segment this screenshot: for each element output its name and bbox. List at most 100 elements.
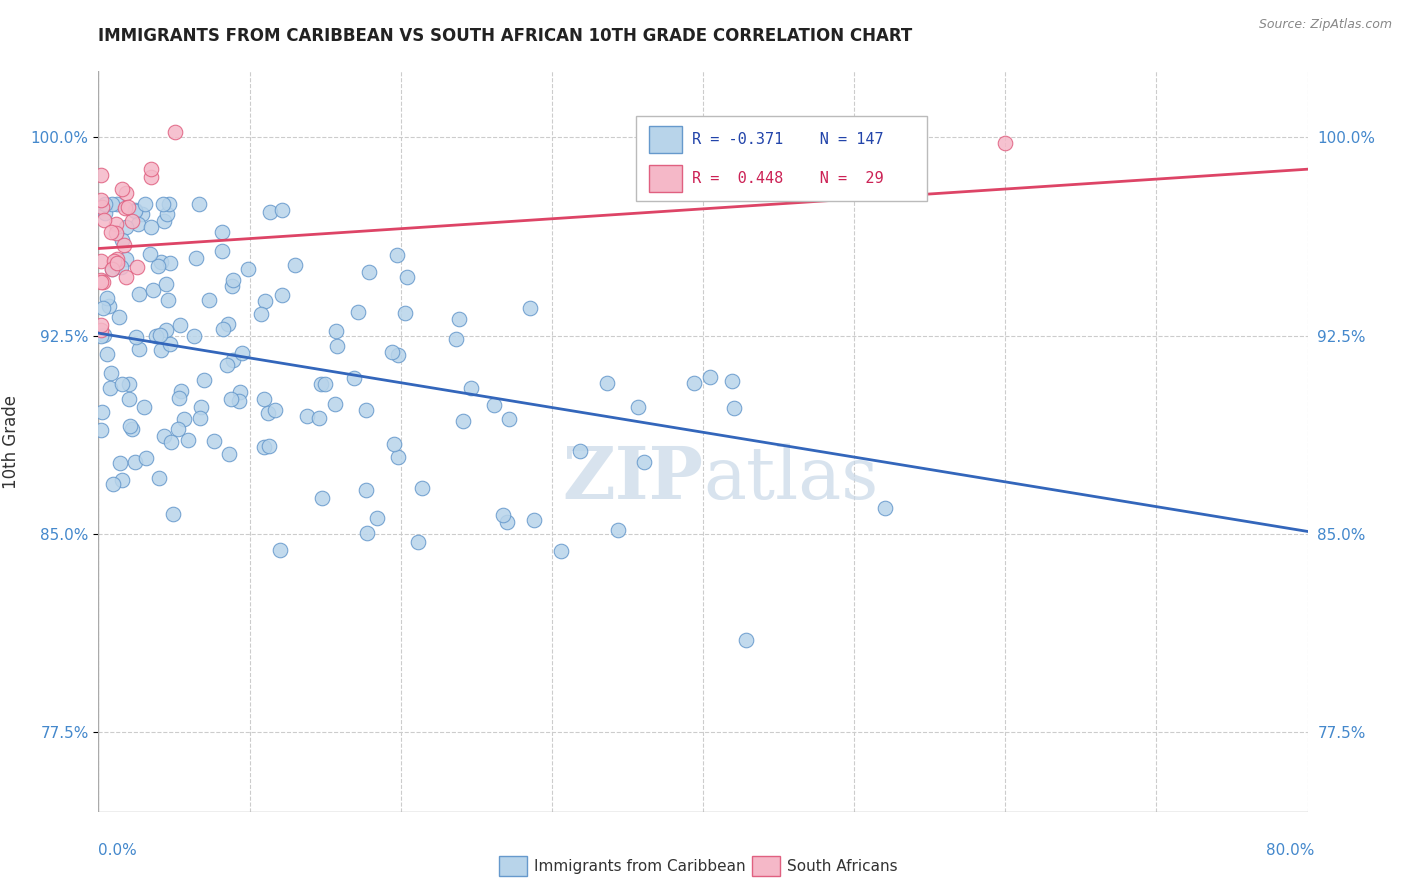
Point [110, 233, 132, 247]
Point [115, 219, 138, 234]
Point [257, 406, 280, 420]
Point [222, 353, 245, 368]
Point [115, 269, 138, 284]
Point [139, 169, 162, 184]
Point [128, 342, 150, 356]
Point [142, 283, 165, 297]
Point [124, 204, 146, 219]
Point [134, 196, 156, 211]
Point [110, 260, 132, 274]
Point [271, 202, 294, 217]
Point [451, 414, 474, 428]
Point [568, 444, 591, 458]
Text: ZIP: ZIP [562, 443, 703, 514]
Point [124, 455, 146, 469]
Point [120, 418, 142, 433]
Point [460, 381, 482, 395]
Point [90, 273, 112, 287]
Point [271, 288, 294, 302]
Point [323, 397, 346, 411]
Point [173, 412, 195, 426]
Point [156, 293, 179, 307]
Point [259, 205, 281, 219]
Point [111, 182, 134, 196]
Point [110, 377, 132, 392]
Point [492, 508, 515, 523]
Point [100, 367, 122, 381]
Point [734, 632, 756, 647]
Point [111, 473, 134, 487]
Point [212, 322, 235, 336]
Point [152, 196, 174, 211]
Point [496, 515, 519, 529]
Point [211, 244, 233, 258]
Point [101, 261, 124, 276]
Point [155, 323, 177, 337]
Point [366, 511, 388, 525]
Text: Source: ZipAtlas.com: Source: ZipAtlas.com [1258, 18, 1392, 31]
Point [135, 450, 157, 465]
Point [90, 423, 112, 437]
Point [157, 196, 180, 211]
Point [170, 384, 193, 398]
Text: 0.0%: 0.0% [98, 843, 138, 858]
Point [326, 338, 349, 352]
Point [873, 501, 896, 516]
Point [325, 324, 347, 338]
Point [186, 252, 208, 266]
Point [308, 410, 330, 425]
Point [682, 376, 704, 390]
Point [231, 345, 253, 359]
Bar [648, 165, 682, 192]
Point [93, 328, 115, 343]
Point [125, 330, 148, 344]
Point [90, 253, 112, 268]
Point [721, 375, 744, 389]
Point [188, 410, 211, 425]
Point [627, 400, 650, 414]
Point [104, 217, 127, 231]
Point [153, 429, 176, 443]
Point [217, 359, 239, 373]
Point [387, 450, 409, 464]
Point [633, 455, 655, 469]
Point [229, 385, 252, 400]
Point [408, 534, 430, 549]
Point [132, 401, 155, 415]
Point [314, 376, 336, 391]
Point [387, 348, 409, 362]
Point [169, 318, 191, 332]
Point [484, 398, 506, 412]
Point [94, 196, 117, 211]
Bar [637, 116, 927, 201]
Point [176, 434, 198, 448]
Point [91, 275, 114, 289]
Point [309, 376, 332, 391]
Point [162, 507, 184, 521]
Point [127, 217, 149, 231]
Point [96, 291, 118, 305]
Point [115, 186, 138, 201]
Point [91, 301, 114, 316]
Point [153, 213, 176, 227]
Point [90, 322, 112, 336]
Point [90, 318, 112, 333]
Point [167, 422, 190, 436]
Point [121, 214, 143, 228]
Point [160, 435, 183, 450]
Point [103, 253, 125, 268]
Point [523, 513, 546, 527]
Point [202, 434, 225, 448]
Point [250, 307, 273, 321]
Point [100, 225, 122, 239]
Point [219, 392, 242, 406]
Point [444, 332, 467, 346]
Point [396, 269, 419, 284]
Point [198, 293, 221, 307]
Point [211, 225, 233, 239]
Point [98, 381, 121, 395]
Point [387, 248, 409, 262]
Point [284, 258, 307, 272]
Point [90, 328, 112, 343]
Point [98, 299, 121, 313]
